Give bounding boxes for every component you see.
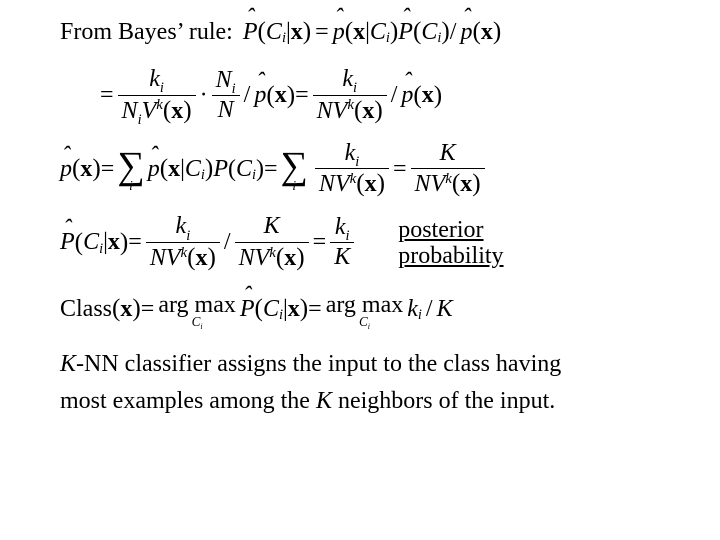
equation-expansion: = ki NiVk(x) · Ni N / p (x) = ki NVk(x) [100, 66, 442, 126]
equation-bayes-posterior: P ( Ci | x ) = p ( x| Ci ) P ( Ci ) / p … [243, 18, 501, 46]
equation-class-decision: Class (x) = arg maxCi P (Ci|x) = arg max… [60, 293, 453, 327]
knn-description: K-NN classifier assigns the input to the… [60, 346, 676, 420]
equation-posterior-simplified: P (Ci|x) = ki NVk(x) / K NVk(x) = ki K [60, 213, 358, 273]
posterior-probability-label: posterior probability [398, 217, 503, 270]
equation-marginal: p (x) = ∑i p (x|Ci) P(Ci) = ∑i ki NVk(x)… [60, 140, 489, 200]
bayes-intro-text: From Bayes’ rule: [60, 19, 233, 46]
